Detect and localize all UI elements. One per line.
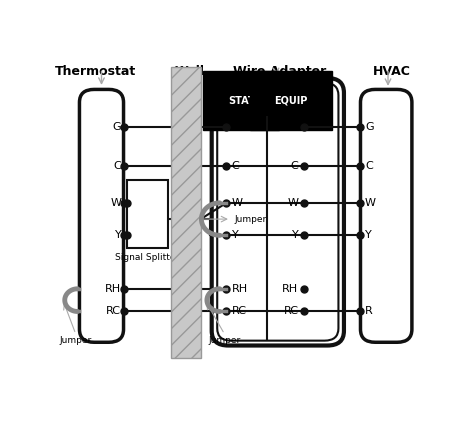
Text: C: C	[231, 160, 239, 171]
Text: W: W	[231, 198, 243, 208]
Text: Jumper: Jumper	[235, 215, 267, 224]
Text: Y: Y	[115, 230, 121, 240]
Text: C: C	[291, 160, 299, 171]
Text: W: W	[110, 198, 121, 208]
Text: G: G	[231, 122, 240, 132]
Text: Jumper: Jumper	[60, 336, 92, 345]
Text: RH: RH	[231, 284, 247, 294]
Text: STAT: STAT	[228, 96, 255, 106]
Bar	[127, 180, 168, 248]
Text: W: W	[131, 188, 142, 198]
Text: W: W	[287, 198, 299, 208]
Text: Wire Adapter: Wire Adapter	[233, 65, 326, 78]
Text: W: W	[365, 198, 376, 208]
Text: Y: Y	[292, 230, 299, 240]
Bar	[171, 67, 201, 359]
Text: C: C	[114, 160, 121, 171]
Text: Signal Splitter: Signal Splitter	[115, 253, 180, 262]
Text: EQUIP: EQUIP	[274, 96, 307, 106]
Text: RC: RC	[106, 306, 121, 317]
Text: HVAC: HVAC	[373, 65, 410, 78]
Text: Y: Y	[231, 230, 238, 240]
Text: Jumper: Jumper	[209, 336, 241, 345]
Text: RC: RC	[231, 306, 246, 317]
Text: Y: Y	[131, 227, 137, 237]
Text: R: R	[365, 306, 373, 317]
Text: W/Y: W/Y	[137, 206, 162, 219]
Text: G: G	[365, 122, 374, 132]
Text: Wall: Wall	[174, 65, 205, 78]
Text: G: G	[113, 122, 121, 132]
Text: Y: Y	[365, 230, 372, 240]
Text: C: C	[365, 160, 373, 171]
Text: RC: RC	[283, 306, 299, 317]
Text: RH: RH	[105, 284, 121, 294]
Text: RH: RH	[283, 284, 299, 294]
Text: G: G	[290, 122, 299, 132]
Text: Thermostat: Thermostat	[55, 65, 137, 78]
